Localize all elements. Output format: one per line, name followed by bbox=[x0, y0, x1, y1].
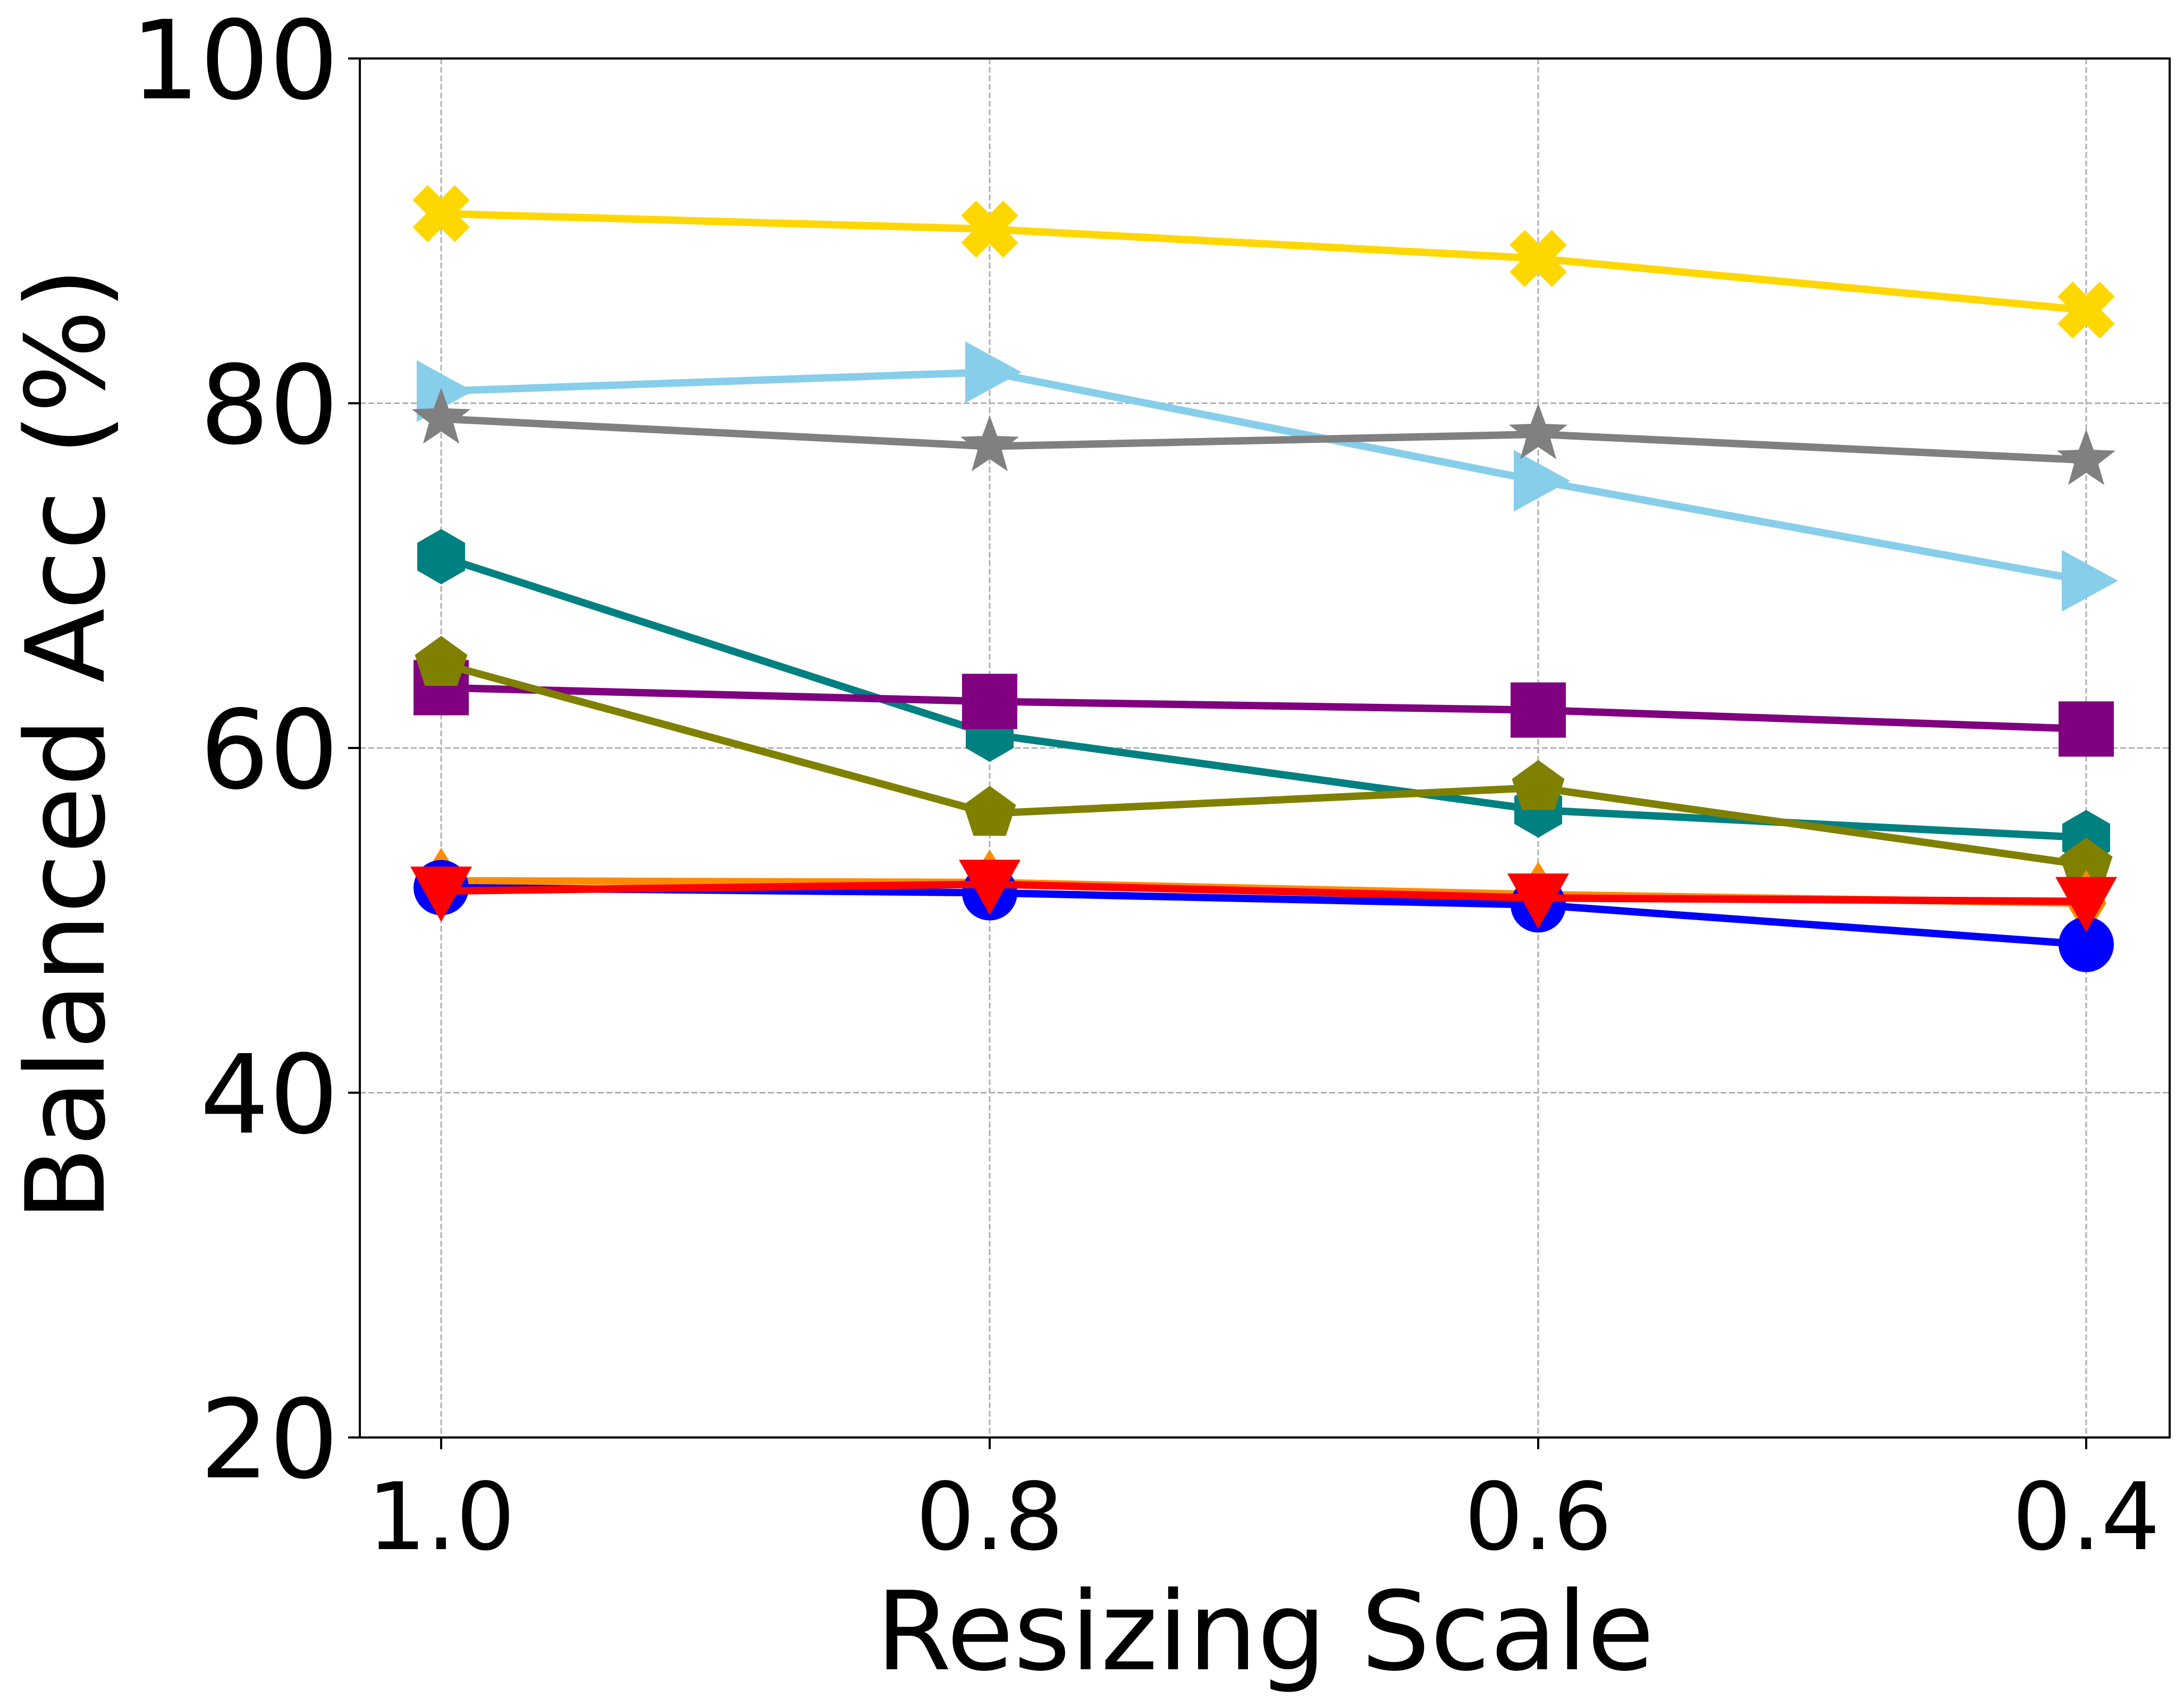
series-yellow-x bbox=[412, 185, 2115, 339]
olive-pentagon-marker bbox=[1512, 760, 1565, 810]
yellow-x-marker bbox=[412, 185, 470, 242]
series-line-purple-square bbox=[437, 684, 2090, 733]
grid-lines bbox=[360, 58, 2170, 1437]
y-tick-label: 60 bbox=[200, 687, 339, 814]
series-olive-pentagon bbox=[415, 636, 2113, 888]
gray-star-marker bbox=[2056, 429, 2116, 485]
x-tick-label: 1.0 bbox=[367, 1464, 515, 1571]
red-triangle-down-marker bbox=[1507, 873, 1569, 929]
x-tick-label: 0.8 bbox=[916, 1464, 1064, 1571]
series-line-skyblue-triangle-right bbox=[437, 368, 2090, 585]
purple-square-marker bbox=[1511, 682, 1566, 738]
gray-star-marker bbox=[960, 415, 1019, 472]
series-purple-square bbox=[414, 660, 2114, 757]
skyblue-triangle-right-marker bbox=[417, 360, 473, 422]
series-red-triangle-down bbox=[410, 860, 2117, 932]
gray-star-marker bbox=[1508, 403, 1568, 459]
olive-pentagon-marker bbox=[415, 636, 468, 686]
yellow-x-marker bbox=[2057, 281, 2115, 339]
skyblue-triangle-right-marker bbox=[1514, 450, 1570, 512]
yellow-x-marker bbox=[961, 200, 1018, 258]
teal-hexagon-marker bbox=[417, 529, 465, 585]
y-tick-label: 20 bbox=[200, 1377, 339, 1503]
gray-star-marker bbox=[411, 388, 471, 444]
series-line-red-triangle-down bbox=[437, 880, 2090, 905]
y-axis-label: Balanced Acc (%) bbox=[3, 267, 130, 1222]
series-line-yellow-x bbox=[437, 209, 2090, 314]
series-line-gray-star bbox=[437, 415, 2090, 464]
olive-pentagon-marker bbox=[963, 786, 1016, 836]
x-axis-label: Resizing Scale bbox=[876, 1569, 1654, 1695]
skyblue-triangle-right-marker bbox=[2062, 550, 2118, 612]
blue-circle-marker bbox=[2059, 916, 2114, 972]
yellow-x-marker bbox=[1510, 230, 1567, 287]
red-triangle-down-marker bbox=[2055, 877, 2117, 932]
series-layer bbox=[410, 185, 2118, 972]
series-gray-star bbox=[411, 388, 2116, 485]
y-tick-label: 80 bbox=[200, 343, 339, 469]
x-tick-label: 0.6 bbox=[1464, 1464, 1612, 1571]
series-line-olive-pentagon bbox=[437, 660, 2090, 869]
purple-square-marker bbox=[2059, 701, 2114, 757]
x-tick-label: 0.4 bbox=[2012, 1464, 2160, 1571]
red-triangle-down-marker bbox=[410, 867, 472, 922]
series-skyblue-triangle-right bbox=[417, 341, 2118, 612]
y-tick-label: 40 bbox=[200, 1032, 339, 1159]
y-tick-label: 100 bbox=[131, 0, 339, 124]
olive-pentagon-marker bbox=[2060, 837, 2113, 888]
skyblue-triangle-right-marker bbox=[965, 341, 1022, 403]
axis-ticks: 20 40 60 80 100 1.0 0.8 0.6 0.4 bbox=[131, 0, 2160, 1571]
red-triangle-down-marker bbox=[959, 860, 1021, 915]
purple-square-marker bbox=[962, 674, 1017, 729]
